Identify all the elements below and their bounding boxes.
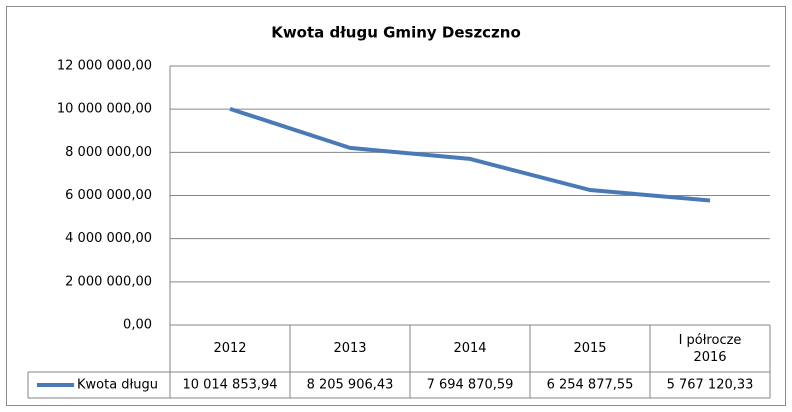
table-value: 8 205 906,43 bbox=[307, 378, 394, 393]
category-text: 2015 bbox=[573, 341, 607, 356]
x-tick-label: 2012 bbox=[170, 325, 290, 372]
chart-title: Kwota długu Gminy Deszczno bbox=[271, 24, 521, 42]
x-tick-label: 2015 bbox=[530, 325, 650, 372]
table-value: 5 767 120,33 bbox=[667, 378, 754, 393]
y-tick-label: 10 000 000,00 bbox=[57, 102, 152, 117]
legend-label: Kwota długu bbox=[77, 378, 158, 393]
table-value: 6 254 877,55 bbox=[547, 378, 634, 393]
y-tick-label: 0,00 bbox=[123, 318, 152, 333]
y-tick-label: 2 000 000,00 bbox=[65, 274, 152, 289]
category-text: 2012 bbox=[213, 341, 247, 356]
table-value: 10 014 853,94 bbox=[182, 378, 277, 393]
chart-border bbox=[6, 6, 786, 406]
x-tick-label: 2013 bbox=[290, 325, 410, 372]
x-tick-label: 2014 bbox=[410, 325, 530, 372]
series-line bbox=[229, 106, 711, 203]
y-tick-label: 4 000 000,00 bbox=[65, 231, 152, 246]
table-value: 7 694 870,59 bbox=[427, 378, 514, 393]
x-tick-label: I półrocze 2016 bbox=[650, 325, 770, 372]
category-text: 2014 bbox=[453, 341, 487, 356]
y-tick-label: 6 000 000,00 bbox=[65, 188, 152, 203]
category-text: I półrocze 2016 bbox=[678, 332, 742, 365]
y-tick-label: 8 000 000,00 bbox=[65, 145, 152, 160]
y-tick-label: 12 000 000,00 bbox=[57, 59, 152, 74]
category-text: 2013 bbox=[333, 341, 367, 356]
